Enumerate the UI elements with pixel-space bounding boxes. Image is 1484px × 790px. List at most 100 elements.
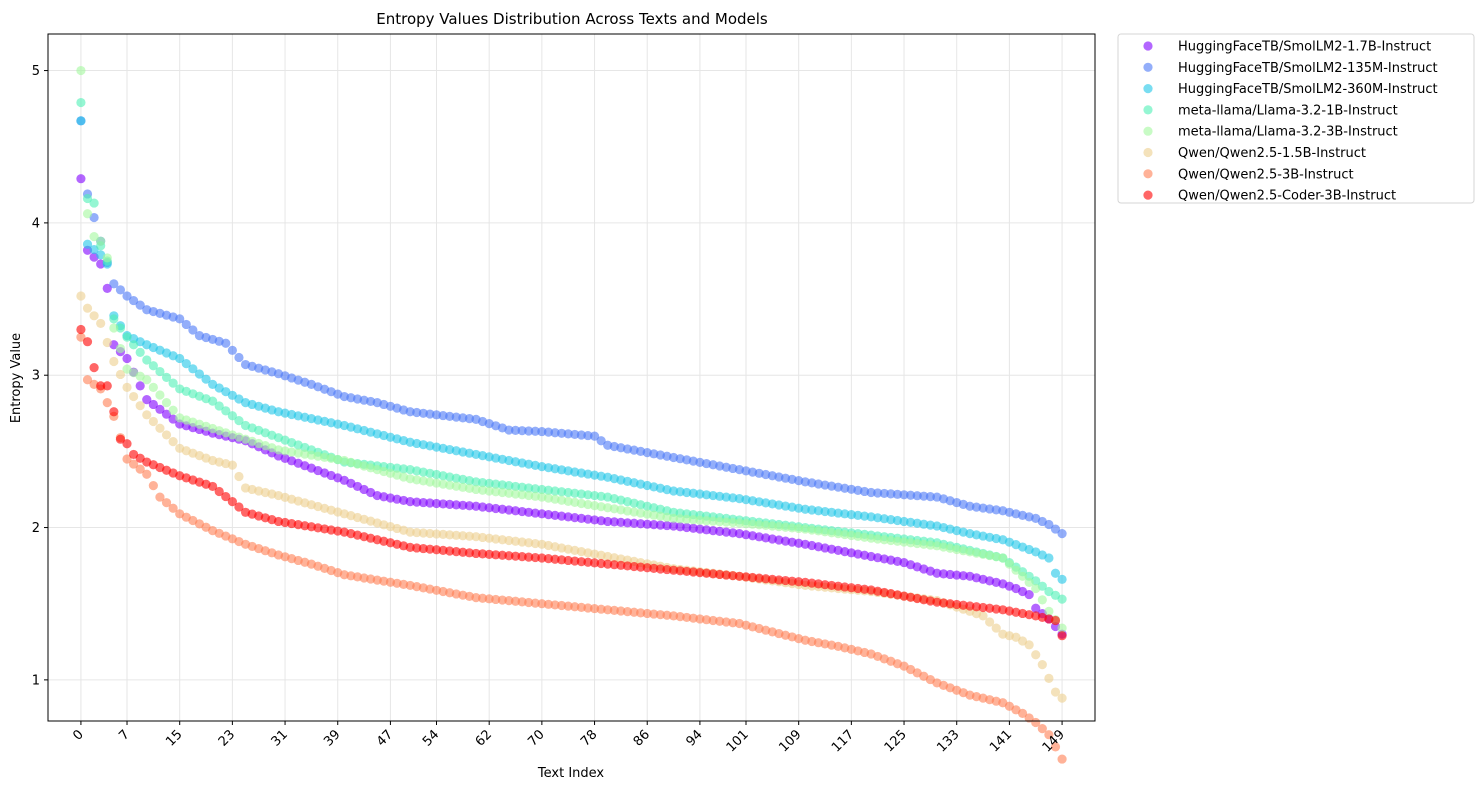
- data-point: [715, 517, 725, 527]
- data-point: [596, 604, 606, 614]
- data-point: [425, 544, 435, 554]
- data-point: [1031, 717, 1041, 728]
- data-point: [1050, 687, 1061, 697]
- legend-marker: [1143, 62, 1153, 72]
- data-point: [715, 569, 725, 580]
- data-point: [504, 551, 514, 561]
- data-point: [82, 337, 93, 347]
- data-point: [1050, 742, 1061, 752]
- data-point: [866, 487, 876, 498]
- data-point: [583, 603, 593, 613]
- data-point: [629, 561, 639, 572]
- data-point: [537, 426, 547, 437]
- data-point: [102, 283, 112, 293]
- data-point: [510, 425, 521, 435]
- data-point: [451, 500, 461, 510]
- data-point: [701, 516, 712, 526]
- data-point: [583, 557, 593, 567]
- y-tick-label: 4: [32, 216, 40, 231]
- data-point: [774, 522, 784, 532]
- data-point: [1011, 565, 1021, 575]
- data-point: [122, 439, 132, 449]
- data-point: [221, 406, 231, 416]
- data-point: [464, 531, 475, 541]
- data-point: [1050, 568, 1061, 578]
- chart-title: Entropy Values Distribution Across Texts…: [376, 10, 768, 28]
- data-point: [155, 423, 165, 433]
- data-point: [1057, 754, 1067, 764]
- data-point: [148, 399, 158, 410]
- data-point: [161, 372, 172, 382]
- data-point: [115, 323, 126, 333]
- data-point: [873, 488, 883, 498]
- data-point: [701, 568, 712, 578]
- data-point: [780, 575, 791, 586]
- data-point: [135, 347, 145, 357]
- data-point: [985, 617, 995, 627]
- data-point: [767, 521, 777, 531]
- y-axis-ticks: 1 2 3 4 5: [32, 64, 48, 688]
- data-point: [412, 497, 422, 507]
- data-point: [510, 596, 521, 606]
- data-point: [1057, 594, 1067, 604]
- data-point: [616, 606, 626, 616]
- data-point: [576, 602, 586, 612]
- data-point: [109, 356, 119, 367]
- data-point: [129, 391, 139, 402]
- data-point: [1004, 559, 1014, 569]
- data-point: [181, 359, 191, 369]
- data-point: [82, 303, 93, 313]
- data-point: [695, 515, 705, 525]
- series-3-points: [76, 116, 1067, 584]
- data-point: [1044, 730, 1054, 740]
- data-point: [438, 499, 448, 509]
- data-point: [616, 560, 626, 570]
- data-point: [557, 600, 567, 611]
- data-point: [82, 239, 93, 249]
- data-point: [412, 543, 422, 553]
- data-point: [1057, 574, 1067, 584]
- data-point: [227, 411, 237, 421]
- data-point: [741, 572, 751, 582]
- data-point: [129, 340, 139, 350]
- data-point: [636, 519, 646, 529]
- data-point: [168, 378, 178, 388]
- x-axis-ticks: 0 7 15 23 31 39 47 54 62 70 78 86 94 101 109 117 125 133 1…: [70, 721, 1068, 755]
- data-point: [938, 569, 949, 579]
- data-point: [82, 375, 93, 385]
- data-point: [734, 571, 745, 581]
- data-point: [589, 603, 600, 614]
- data-point: [530, 426, 540, 436]
- data-point: [89, 362, 99, 373]
- data-point: [168, 437, 178, 447]
- data-point: [478, 549, 488, 559]
- data-point: [445, 530, 455, 540]
- data-point: [787, 523, 797, 533]
- data-point: [418, 497, 428, 508]
- data-point: [668, 565, 679, 575]
- legend-label: Qwen/Qwen2.5-3B-Instruct: [1178, 167, 1354, 182]
- legend-marker: [1143, 105, 1153, 115]
- data-point: [1050, 524, 1061, 534]
- data-point: [102, 381, 112, 391]
- data-point: [148, 361, 158, 371]
- data-point: [491, 594, 501, 605]
- data-point: [82, 193, 93, 204]
- data-point: [504, 425, 514, 435]
- data-point: [89, 231, 99, 242]
- data-point: [142, 469, 152, 479]
- data-point: [524, 552, 534, 562]
- data-point: [188, 325, 198, 335]
- data-point: [622, 561, 633, 571]
- data-point: [188, 364, 198, 374]
- data-point: [109, 279, 119, 289]
- data-point: [1017, 708, 1028, 718]
- data-point: [129, 459, 139, 469]
- data-point: [563, 555, 573, 566]
- x-tick-label: 7: [116, 727, 132, 743]
- data-point: [161, 498, 172, 508]
- x-tick-label: 39: [321, 727, 343, 749]
- data-point: [1057, 623, 1067, 633]
- data-point: [431, 498, 442, 509]
- x-tick-label: 54: [420, 727, 442, 749]
